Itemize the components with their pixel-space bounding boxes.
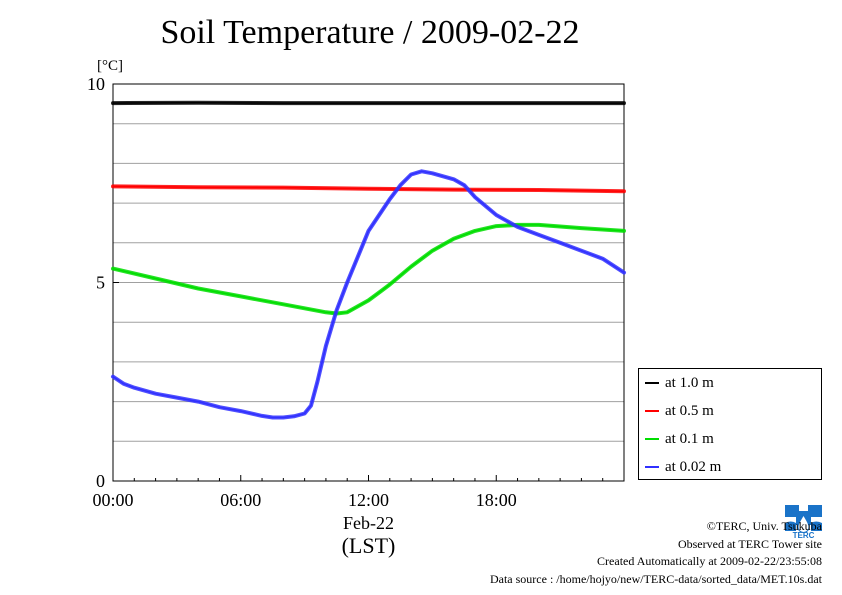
source-text: Data source : /home/hojyo/new/TERC-data/… bbox=[489, 571, 822, 586]
x-tick-label: 00:00 bbox=[92, 490, 133, 510]
observed-text: Observed at TERC Tower site bbox=[677, 536, 822, 551]
y-axis-label: [°C] bbox=[97, 58, 123, 74]
legend-label: at 0.1 m bbox=[665, 430, 714, 447]
legend-item: at 1.0 m bbox=[645, 373, 714, 393]
legend-label: at 1.0 m bbox=[665, 374, 714, 391]
legend: at 1.0 m at 0.5 m at 0.1 m at 0.02 m bbox=[638, 368, 822, 480]
x-tick-label: 06:00 bbox=[220, 490, 261, 510]
x-axis-label: Feb-22 bbox=[343, 513, 394, 533]
series-line-core bbox=[112, 170, 625, 419]
x-axis-unit-label: (LST) bbox=[342, 533, 396, 558]
legend-label: at 0.02 m bbox=[665, 458, 722, 475]
legend-item: at 0.1 m bbox=[645, 429, 714, 449]
created-text: Created Automatically at 2009-02-22/23:5… bbox=[597, 554, 822, 568]
legend-swatch bbox=[645, 410, 659, 412]
legend-swatch bbox=[645, 438, 659, 440]
legend-item: at 0.5 m bbox=[645, 401, 714, 421]
svg-text:TERC: TERC bbox=[793, 531, 815, 540]
copyright-text: ©TERC, Univ. Tsukuba bbox=[706, 519, 822, 533]
terc-logo: TERC bbox=[783, 503, 824, 540]
y-tick-label: 10 bbox=[87, 74, 105, 94]
legend-swatch bbox=[645, 382, 659, 384]
series-line-core bbox=[112, 185, 625, 192]
x-tick-label: 18:00 bbox=[476, 490, 517, 510]
legend-swatch bbox=[645, 466, 659, 468]
series-line bbox=[111, 169, 626, 420]
x-tick-label: 12:00 bbox=[348, 490, 389, 510]
y-tick-label: 5 bbox=[96, 273, 105, 293]
y-tick-label: 0 bbox=[96, 471, 105, 491]
credits: ©TERC, Univ. Tsukuba Observed at TERC To… bbox=[490, 518, 822, 588]
legend-item: at 0.02 m bbox=[645, 457, 721, 477]
legend-label: at 0.5 m bbox=[665, 402, 714, 419]
chart-title: Soil Temperature / 2009-02-22 bbox=[160, 14, 580, 51]
